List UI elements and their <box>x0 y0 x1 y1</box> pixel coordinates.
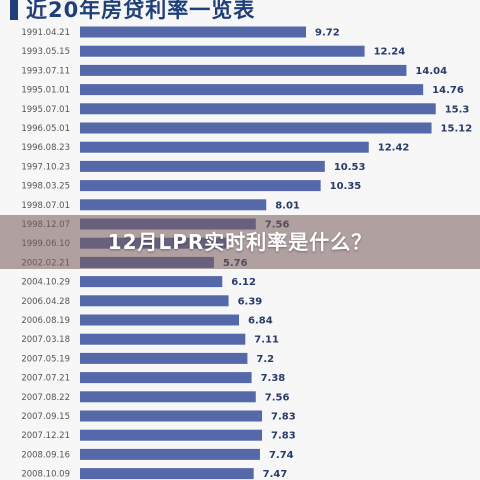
value-label: 14.76 <box>432 85 464 96</box>
title-accent-bar <box>10 0 18 20</box>
value-label: 7.83 <box>271 431 296 442</box>
category-label: 1993.05.15 <box>21 47 70 57</box>
category-label: 2006.08.19 <box>21 316 70 326</box>
bar <box>80 448 260 460</box>
category-label: 1995.01.01 <box>21 86 70 96</box>
value-label: 7.11 <box>254 335 279 346</box>
bar <box>80 45 365 57</box>
value-label: 7.47 <box>263 469 288 480</box>
bar <box>80 352 248 364</box>
category-label: 2004.10.29 <box>21 278 70 288</box>
bar <box>80 141 369 153</box>
category-label: 1998.03.25 <box>21 182 70 192</box>
bar <box>80 295 229 307</box>
bar <box>80 160 325 172</box>
value-label: 10.35 <box>330 181 362 192</box>
category-label: 2007.05.19 <box>21 354 70 364</box>
bar <box>80 429 263 441</box>
bar <box>80 26 306 38</box>
value-label: 6.84 <box>248 316 273 327</box>
bar <box>80 199 267 211</box>
category-label: 2007.08.22 <box>21 393 70 403</box>
value-label: 7.56 <box>265 392 290 403</box>
title-overlay-band: 12月LPR实时利率是什么？ <box>0 215 480 269</box>
bar <box>80 391 256 403</box>
value-label: 7.38 <box>261 373 286 384</box>
bar <box>80 468 254 480</box>
value-label: 15.3 <box>445 104 470 115</box>
category-label: 2008.09.16 <box>21 450 70 460</box>
category-label: 2007.09.15 <box>21 412 70 422</box>
category-label: 1991.04.21 <box>21 28 70 38</box>
overlay-title: 12月LPR实时利率是什么？ <box>107 230 373 254</box>
category-label: 1993.07.11 <box>21 66 70 76</box>
bar <box>80 372 252 384</box>
category-label: 2008.10.09 <box>21 470 70 480</box>
category-label: 2007.12.21 <box>21 431 70 441</box>
value-label: 10.53 <box>334 162 366 173</box>
bar <box>80 64 407 76</box>
category-label: 2007.07.21 <box>21 374 70 384</box>
bar <box>80 103 436 115</box>
category-label: 1997.10.23 <box>21 162 70 172</box>
bar <box>80 410 263 422</box>
chart-title: 近20年房贷利率一览表 <box>26 0 256 22</box>
value-label: 12.24 <box>374 47 406 58</box>
value-label: 12.42 <box>378 143 410 154</box>
value-label: 15.12 <box>441 124 473 135</box>
category-label: 2007.03.18 <box>21 335 70 345</box>
category-label: 1996.05.01 <box>21 124 70 134</box>
category-label: 1996.08.23 <box>21 143 70 153</box>
value-label: 7.74 <box>269 450 294 461</box>
bar <box>80 314 240 326</box>
bar <box>80 180 321 192</box>
category-label: 1998.07.01 <box>21 201 70 211</box>
category-label: 2006.04.28 <box>21 297 70 307</box>
value-label: 7.2 <box>256 354 274 365</box>
value-label: 9.72 <box>315 28 340 39</box>
value-label: 8.01 <box>275 200 300 211</box>
bar <box>80 333 246 345</box>
value-label: 6.39 <box>238 296 263 307</box>
bar <box>80 276 223 288</box>
value-label: 6.12 <box>231 277 256 288</box>
bar <box>80 84 424 96</box>
value-label: 14.04 <box>415 66 447 77</box>
value-label: 7.83 <box>271 412 296 423</box>
bar <box>80 122 432 134</box>
category-label: 1995.07.01 <box>21 105 70 115</box>
